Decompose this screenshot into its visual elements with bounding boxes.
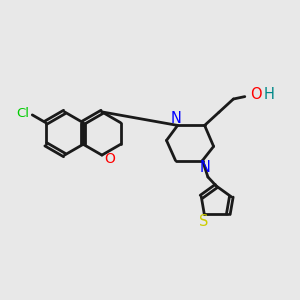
Text: N: N bbox=[171, 111, 182, 126]
Text: N: N bbox=[200, 160, 210, 175]
Text: O: O bbox=[250, 87, 262, 102]
Text: Cl: Cl bbox=[16, 107, 29, 120]
Text: S: S bbox=[199, 214, 208, 230]
Text: H: H bbox=[263, 87, 274, 102]
Text: O: O bbox=[104, 152, 115, 166]
